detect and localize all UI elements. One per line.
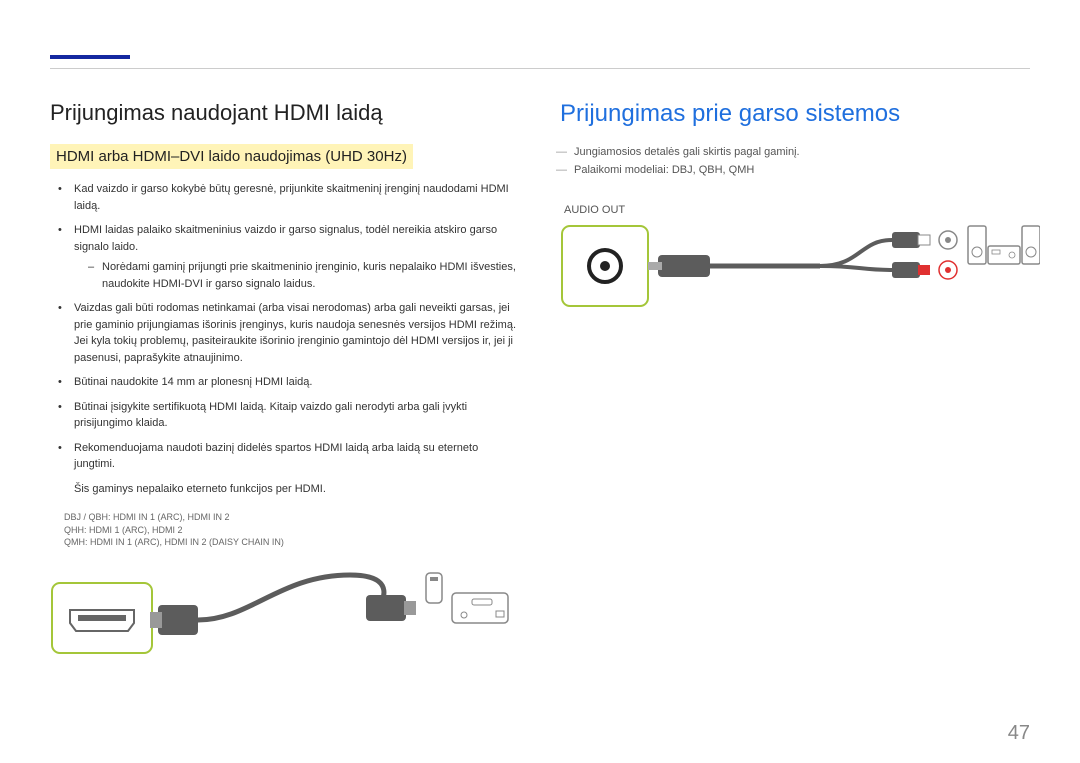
page-number: 47 <box>1008 722 1030 745</box>
port-label-line: DBJ / QBH: HDMI IN 1 (ARC), HDMI IN 2 <box>64 511 520 524</box>
left-bullet-list: Kad vaizdo ir garso kokybė būtų geresnė,… <box>50 181 520 473</box>
bullet-item: Būtinai įsigykite sertifikuotą HDMI laid… <box>64 399 520 432</box>
bullet-item: Rekomenduojama naudoti bazinį didelės sp… <box>64 440 520 473</box>
right-note: Jungiamosios detalės gali skirtis pagal … <box>560 146 1030 158</box>
port-label-line: QMH: HDMI IN 1 (ARC), HDMI IN 2 (DAISY C… <box>64 536 520 549</box>
bullet-item: Būtinai naudokite 14 mm ar plonesnį HDMI… <box>64 374 520 391</box>
bullet-item: Vaizdas gali būti rodomas netinkamai (ar… <box>64 300 520 366</box>
rca-white-plug-icon <box>918 235 930 245</box>
audio-diagram: AUDIO OUT <box>560 204 1030 354</box>
audio-jack-center <box>600 261 610 271</box>
hdmi-diagram-svg <box>50 565 510 675</box>
bullet-item: HDMI laidas palaiko skaitmeninius vaizdo… <box>64 222 520 292</box>
audio-cable-white <box>820 240 892 266</box>
right-column: Prijungimas prie garso sistemos Jungiamo… <box>560 100 1030 675</box>
left-subheading: HDMI arba HDMI–DVI laido naudojimas (UHD… <box>50 144 413 169</box>
top-rule <box>50 68 1030 69</box>
bullet-item: Kad vaizdo ir garso kokybė būtų geresnė,… <box>64 181 520 214</box>
rca-socket-white-center <box>945 237 951 243</box>
hdmi-plug-left <box>158 605 198 635</box>
sub-bullet-item: Norėdami gaminį prijungti prie skaitmeni… <box>92 259 520 292</box>
hdmi-cable <box>198 575 384 620</box>
hdmi-plug-tip-right <box>404 601 416 615</box>
rca-red-plug-icon <box>918 265 930 275</box>
rca-white-body <box>892 232 920 248</box>
bullet-text: HDMI laidas palaiko skaitmeninius vaizdo… <box>74 224 497 253</box>
ethernet-note: Šis gaminys nepalaiko eterneto funkcijos… <box>50 481 520 498</box>
hdmi-diagram <box>50 565 520 675</box>
port-label-line: QHH: HDMI 1 (ARC), HDMI 2 <box>64 524 520 537</box>
hdmi-port-pins <box>78 615 126 621</box>
source-device-icon <box>452 593 508 623</box>
audio-cable-red <box>820 266 892 270</box>
sub-list: Norėdami gaminį prijungti prie skaitmeni… <box>74 259 520 292</box>
right-heading: Prijungimas prie garso sistemos <box>560 100 1030 128</box>
left-column: Prijungimas naudojant HDMI laidą HDMI ar… <box>50 100 520 675</box>
hdmi-plug-right <box>366 595 406 621</box>
audio-plug-body <box>658 255 710 277</box>
connector-detail <box>430 577 438 581</box>
left-heading: Prijungimas naudojant HDMI laidą <box>50 100 520 126</box>
audio-diagram-svg <box>560 222 1040 352</box>
right-note: Palaikomi modeliai: DBJ, QBH, QMH <box>560 164 1030 176</box>
rca-socket-red-center <box>945 267 951 273</box>
speaker-right-icon <box>1022 226 1040 264</box>
hdmi-plug-tip-left <box>150 612 162 628</box>
section-marker <box>50 55 130 59</box>
audio-plug-tip <box>648 262 662 270</box>
port-labels: DBJ / QBH: HDMI IN 1 (ARC), HDMI IN 2 QH… <box>50 511 520 549</box>
audio-out-label: AUDIO OUT <box>560 204 1030 216</box>
rca-red-body <box>892 262 920 278</box>
speaker-left-icon <box>968 226 986 264</box>
